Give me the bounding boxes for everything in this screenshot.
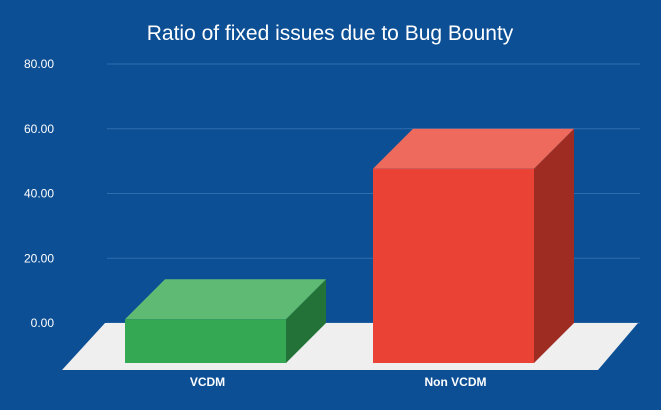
- y-tick-label: 60.00: [24, 122, 54, 136]
- bar-vcdm: [125, 279, 326, 363]
- x-tick-label: Non VCDM: [425, 375, 487, 389]
- bar-front: [373, 168, 534, 363]
- bar-front: [125, 319, 286, 363]
- bar-non-vcdm: [373, 128, 574, 363]
- y-tick-label: 20.00: [24, 251, 54, 265]
- y-axis-ticks: 0.00 20.00 40.00 60.00 80.00: [24, 57, 54, 330]
- y-tick-label: 80.00: [24, 57, 54, 71]
- x-axis-labels: VCDM Non VCDM: [190, 375, 487, 389]
- x-tick-label: VCDM: [190, 375, 225, 389]
- bars: [125, 128, 574, 363]
- bar-side: [534, 128, 574, 363]
- bar-top: [373, 128, 574, 169]
- y-tick-label: 40.00: [24, 187, 54, 201]
- bar-side: [286, 279, 326, 363]
- y-tick-label: 0.00: [31, 316, 55, 330]
- bar-top: [125, 279, 326, 320]
- chart-title: Ratio of fixed issues due to Bug Bounty: [147, 22, 514, 45]
